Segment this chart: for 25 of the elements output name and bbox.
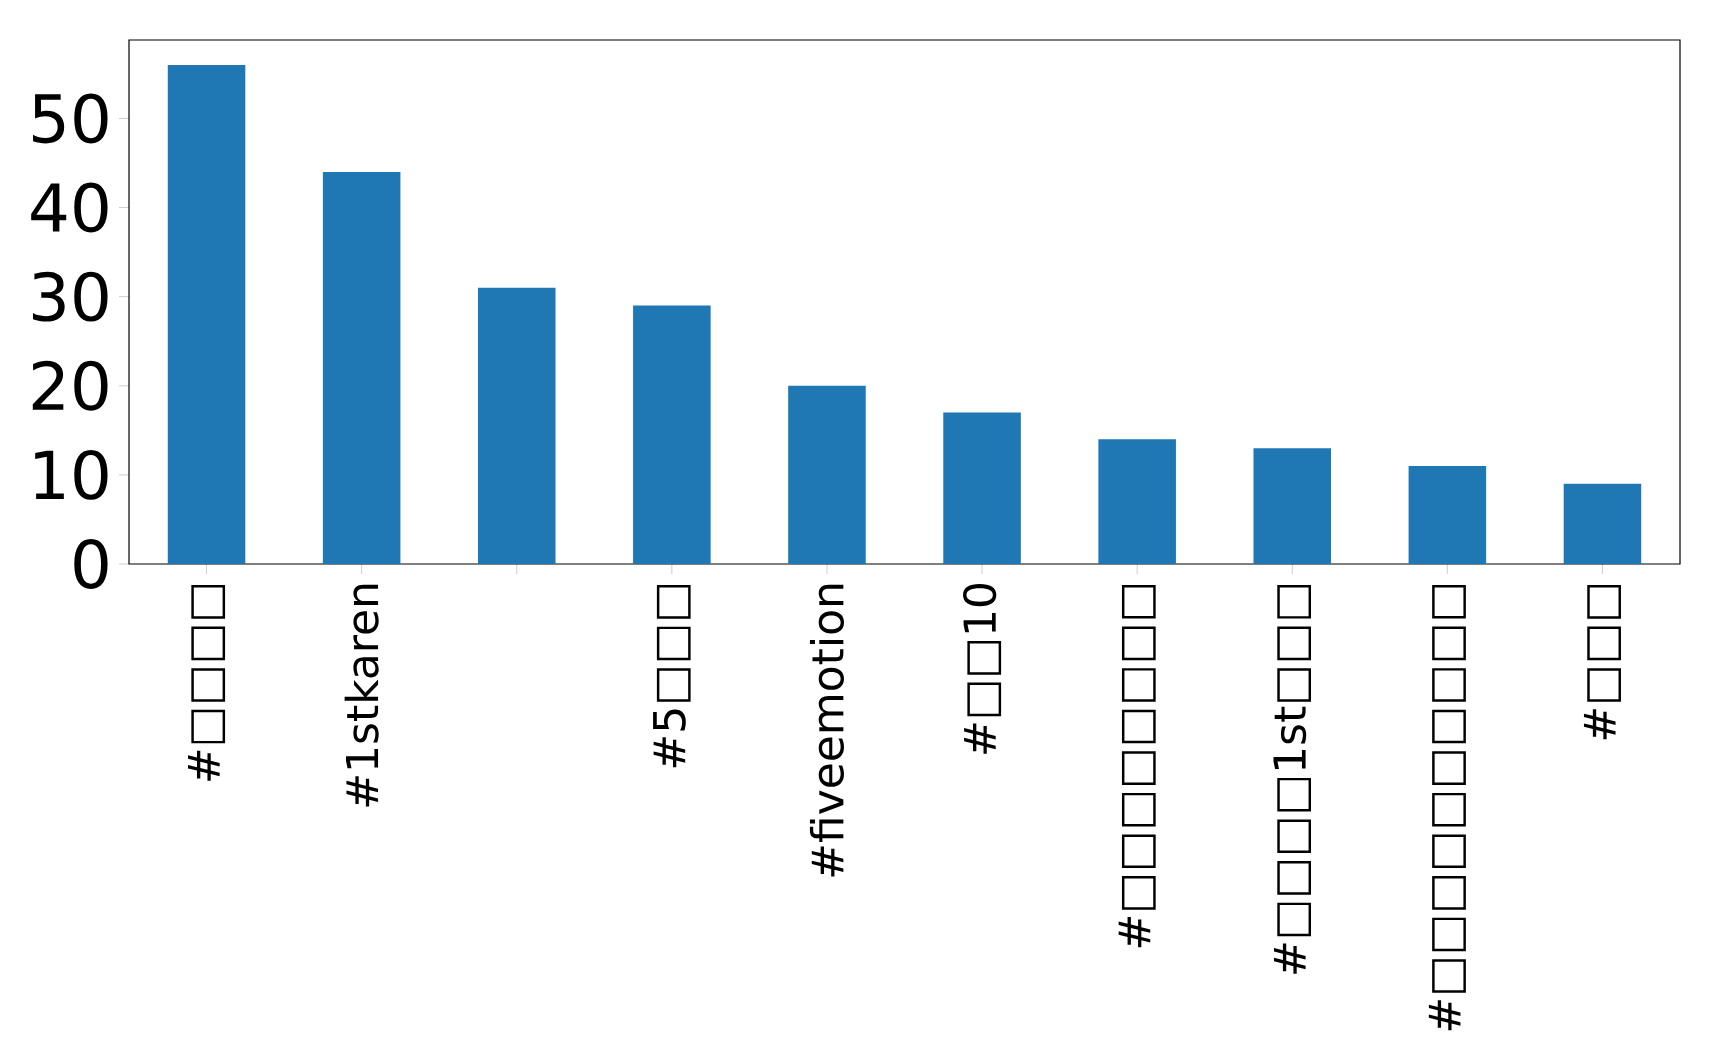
x-tick-label: #□□10 xyxy=(963,583,1002,754)
bar xyxy=(943,412,1021,564)
bar xyxy=(1408,465,1487,564)
y-tick-label: 0 xyxy=(74,539,108,589)
y-tick-label: 50 xyxy=(33,93,108,144)
bar xyxy=(1098,439,1176,564)
bar xyxy=(1253,448,1332,564)
y-tick-label: 10 xyxy=(35,449,108,500)
bar xyxy=(477,287,556,564)
bar xyxy=(788,385,866,564)
x-tick-label: #□□□□ xyxy=(188,585,226,781)
y-tick-label: 40 xyxy=(31,182,108,233)
y-tick-label: 20 xyxy=(32,360,108,411)
bar xyxy=(322,171,401,564)
x-tick-label: #fiveemotion xyxy=(809,584,844,877)
bar xyxy=(167,64,246,564)
y-tick-label: 30 xyxy=(32,271,108,322)
bar xyxy=(633,305,711,564)
x-tick-label: #□□□ xyxy=(1583,585,1621,740)
x-tick-label: #5□□□ xyxy=(653,585,691,768)
x-tick-label: #□□□□1st□□□ xyxy=(1273,585,1312,974)
x-tick-label: #1stkaren xyxy=(344,584,379,807)
bar xyxy=(1563,483,1642,564)
x-tick-label: #□□□□□□□□□□ xyxy=(1428,585,1466,1031)
x-tick-label: #□□□□□□□□ xyxy=(1118,585,1156,948)
